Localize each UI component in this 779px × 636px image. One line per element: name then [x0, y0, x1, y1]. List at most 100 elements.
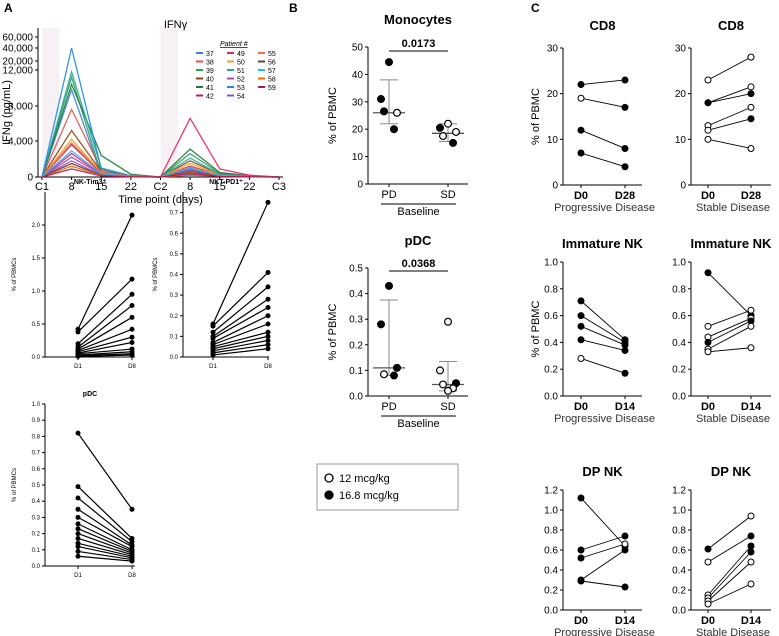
x-tick-label: D0: [574, 615, 588, 627]
data-point: [210, 329, 216, 335]
y-tick-label: 0.4: [672, 566, 686, 577]
data-point: [129, 276, 135, 282]
legend-open-marker: [324, 473, 334, 483]
y-tick-label: 10: [352, 152, 364, 163]
x-tick-label: C1: [35, 181, 49, 193]
x-tick-label: 15: [95, 181, 107, 193]
panel-letter-a: A: [4, 1, 13, 15]
data-point: [704, 348, 712, 356]
y-tick-label: 40: [352, 70, 364, 81]
data-point: [385, 58, 394, 67]
pair-line: [77, 328, 133, 351]
group-label: Stable Disease: [696, 627, 770, 636]
x-tick-label: D8: [128, 364, 136, 370]
data-point: [75, 506, 81, 512]
y-tick-label: 0.2: [544, 586, 558, 597]
data-point: [444, 386, 453, 395]
data-point: [75, 526, 81, 532]
pair-line: [77, 348, 133, 355]
y-tick-label: 1.2: [544, 486, 558, 497]
pair-line: [580, 358, 626, 374]
legend-entry: 56: [268, 60, 276, 67]
x-tick-label: D28: [741, 190, 761, 202]
pair-line: [580, 580, 626, 588]
y-tick-label: 0.4: [672, 338, 686, 349]
legend-title: Patient #: [220, 41, 248, 48]
data-point: [129, 506, 135, 512]
nkt-pd1-chart: NKT-PD1⁺ 0.0 0.1 0.2 0.3 0.4 0.5 0.6 0.7 D1 D8 % of…: [153, 179, 272, 370]
data-point: [380, 370, 389, 379]
y-tick-label: 0.7: [170, 211, 179, 217]
data-point: [129, 212, 135, 218]
pair-line: [580, 129, 626, 149]
y-tick-label: 0.2: [170, 314, 179, 320]
legend-entry: 37: [206, 51, 214, 58]
y-tick-label: 4,000: [8, 137, 33, 148]
y-tick-label: 0.5: [32, 483, 41, 489]
data-point: [621, 583, 629, 591]
pair-line: [707, 272, 752, 316]
data-point: [129, 291, 135, 297]
y-axis-label: % of PBMCs: [12, 257, 18, 291]
legend-entry: 55: [268, 51, 276, 58]
legend-entry: 52: [237, 77, 245, 84]
x-tick-label: 15: [214, 181, 226, 193]
y-tick-label: 0.6: [544, 311, 558, 322]
x-tick-label: D1: [74, 573, 82, 579]
data-point: [577, 322, 585, 330]
data-point: [129, 314, 135, 320]
pair-line: [707, 561, 752, 602]
pair-line: [707, 347, 752, 353]
y-tick-label: 2.0: [32, 223, 41, 229]
x-tick-label: D0: [701, 401, 715, 413]
y-tick-label: 0.6: [672, 546, 686, 557]
pair-line: [77, 533, 133, 554]
pair-line: [707, 118, 752, 131]
y-tick-label: 0.7: [32, 451, 41, 457]
x-tick-label: 22: [243, 181, 255, 193]
data-point: [390, 371, 399, 380]
immature-nk-pd-chart: Immature NK 0.0 0.2 0.4 0.6 0.8 1.0 D0 D14Progre…: [530, 236, 655, 425]
data-point: [75, 535, 81, 541]
chart-title: CD8: [589, 18, 615, 33]
chart-title: NKT-PD1⁺: [209, 179, 243, 186]
pair-line: [77, 508, 133, 546]
p-value: 0.0368: [402, 258, 436, 270]
data-point: [704, 322, 712, 330]
data-point: [265, 313, 271, 319]
y-tick-label: 1.0: [32, 289, 41, 295]
legend-entry: 57: [268, 68, 276, 75]
data-point: [129, 558, 135, 564]
data-point: [449, 138, 458, 147]
data-point: [747, 580, 755, 588]
y-tick-label: 0.9: [32, 418, 41, 424]
y-tick-label: 0.6: [672, 311, 686, 322]
legend-filled-marker: [324, 490, 334, 500]
pair-line: [77, 497, 133, 543]
data-point: [265, 333, 271, 339]
legend-entry: 39: [206, 68, 214, 75]
data-point: [747, 512, 755, 520]
pair-line: [580, 79, 626, 85]
pair-line: [77, 542, 133, 557]
data-point: [75, 329, 81, 335]
pair-line: [77, 353, 133, 357]
data-point: [704, 99, 712, 107]
monocytes-chart: Monocytes 0 10 20 30 40 50 % of PBMC 0.0173 PD SDB…: [327, 12, 468, 218]
y-tick-label: 30: [352, 97, 364, 108]
pair-line: [77, 336, 133, 353]
chart-title: DP NK: [582, 464, 623, 479]
data-point: [621, 546, 629, 554]
pair-line: [707, 535, 752, 563]
x-tick-label: D8: [128, 573, 136, 579]
y-tick-label: 30: [547, 44, 559, 55]
data-point: [704, 126, 712, 134]
data-point: [75, 531, 81, 537]
data-point: [747, 83, 755, 91]
y-tick-label: 0.5: [32, 322, 41, 328]
group-label: Baseline: [397, 206, 439, 218]
p-value: 0.0173: [402, 38, 436, 50]
data-point: [75, 514, 81, 520]
pdc-b-chart: pDC 0.0 0.1 0.2 0.3 0.4 0.5 % of PBMC 0.0368 PD SD…: [327, 233, 468, 430]
